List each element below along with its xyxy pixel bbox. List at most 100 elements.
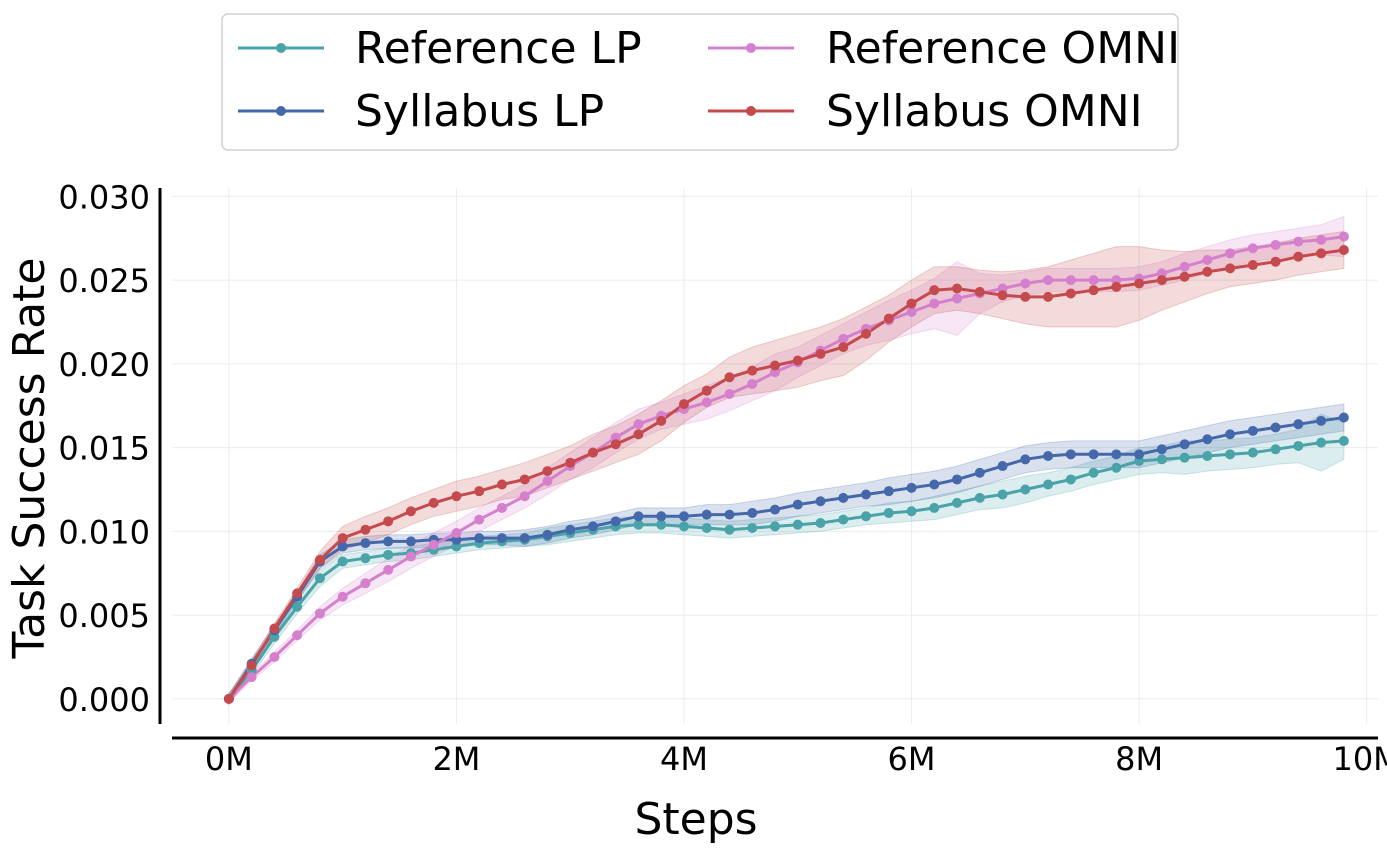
reference-lp-point <box>1293 440 1304 451</box>
syllabus-lp-point <box>519 533 530 544</box>
reference-lp-point <box>337 556 348 567</box>
syllabus-omni-point <box>633 429 644 440</box>
syllabus-lp-point <box>678 511 689 522</box>
reference-lp-point <box>292 601 303 612</box>
reference-lp-point <box>1202 451 1213 461</box>
syllabus-omni-point <box>1179 271 1190 282</box>
y-tick-label: 0.020 <box>58 346 150 384</box>
syllabus-omni-point <box>223 693 234 704</box>
reference-lp-point <box>1088 467 1099 478</box>
syllabus-lp-point <box>610 516 621 527</box>
syllabus-omni-point <box>815 348 826 359</box>
syllabus-omni-point <box>701 385 712 396</box>
y-tick-labels: 0.000 0.005 0.010 0.015 0.020 0.025 0.030 <box>58 178 150 719</box>
y-tick-label: 0.005 <box>58 597 150 635</box>
syllabus-lp-point <box>1156 444 1167 455</box>
syllabus-lp-point <box>383 536 394 547</box>
legend-label-syllabus-lp: Syllabus LP <box>355 86 604 137</box>
x-tick-label: 2M <box>432 740 480 778</box>
syllabus-lp-point <box>1247 425 1258 436</box>
reference-omni-point <box>952 293 963 304</box>
syllabus-omni-point <box>952 283 963 294</box>
syllabus-lp-point <box>747 507 758 518</box>
syllabus-omni-band <box>228 230 1345 706</box>
syllabus-omni-point <box>1202 266 1213 277</box>
syllabus-lp-point <box>633 511 644 522</box>
reference-omni-point <box>337 591 348 602</box>
syllabus-lp-point <box>1134 449 1145 460</box>
reference-omni-point <box>1088 275 1099 286</box>
syllabus-omni-point <box>542 466 553 477</box>
reference-lp-point <box>1179 452 1190 463</box>
reference-omni-point <box>405 551 416 562</box>
syllabus-lp-point <box>1111 449 1122 460</box>
syllabus-omni-point <box>861 328 872 339</box>
syllabus-lp-point <box>360 538 371 549</box>
reference-lp-point <box>1065 474 1076 485</box>
reference-lp-point <box>701 523 712 534</box>
syllabus-omni-point <box>292 588 303 599</box>
syllabus-omni-point <box>1088 285 1099 296</box>
y-tick-label: 0.010 <box>58 513 150 551</box>
syllabus-omni-line <box>227 248 1345 700</box>
reference-lp-point <box>314 573 325 584</box>
reference-lp-point <box>906 506 917 517</box>
syllabus-omni-point <box>747 365 758 376</box>
syllabus-lp-point <box>838 492 849 503</box>
legend-marker-reference-lp <box>276 43 286 53</box>
syllabus-lp-point <box>474 533 485 544</box>
syllabus-lp-point <box>724 509 735 520</box>
syllabus-omni-point <box>337 533 348 544</box>
y-axis-title: Task Success Rate <box>4 258 55 660</box>
legend-label-reference-lp: Reference LP <box>355 23 642 74</box>
syllabus-omni-point <box>360 524 371 535</box>
syllabus-lp-point <box>997 461 1008 472</box>
y-tick-label: 0.030 <box>58 178 150 216</box>
syllabus-lp-point <box>1225 429 1236 440</box>
reference-omni-point <box>1020 278 1031 289</box>
reference-lp-point <box>792 519 803 530</box>
syllabus-omni-point <box>770 360 780 371</box>
x-tick-labels: 0M 2M 4M 6M 8M 10M <box>205 740 1387 778</box>
syllabus-lp-point <box>974 467 985 478</box>
reference-lp-point <box>838 514 849 525</box>
syllabus-omni-point <box>1156 275 1167 286</box>
syllabus-lp-point <box>496 533 507 544</box>
reference-lp-point <box>747 523 758 534</box>
reference-lp-point <box>770 521 780 532</box>
reference-omni-point <box>292 630 303 641</box>
syllabus-omni-point <box>246 660 257 671</box>
series-points <box>223 231 1349 704</box>
reference-omni-point <box>269 652 280 662</box>
syllabus-lp-point <box>1316 415 1327 426</box>
syllabus-omni-point <box>610 439 621 450</box>
syllabus-omni-point <box>314 554 325 565</box>
legend-label-reference-omni: Reference OMNI <box>826 23 1180 74</box>
syllabus-omni-point <box>269 623 280 634</box>
x-tick-label: 10M <box>1332 740 1387 778</box>
reference-lp-point <box>360 553 371 564</box>
reference-omni-point <box>633 419 644 430</box>
syllabus-lp-point <box>929 479 940 490</box>
reference-lp-point <box>1043 479 1054 490</box>
syllabus-omni-point <box>792 355 803 366</box>
x-tick-label: 0M <box>205 740 253 778</box>
reference-omni-point <box>906 306 917 317</box>
reference-lp-point <box>1247 447 1258 458</box>
x-axis-title: Steps <box>634 794 757 845</box>
reference-omni-point <box>1293 236 1304 247</box>
reference-omni-point <box>1043 275 1054 286</box>
reference-lp-point <box>974 492 985 503</box>
syllabus-lp-point <box>952 474 963 485</box>
syllabus-omni-point <box>678 399 689 410</box>
reference-omni-point <box>724 389 735 400</box>
syllabus-omni-point <box>428 497 439 508</box>
reference-omni-point <box>314 608 325 619</box>
reference-lp-point <box>656 519 667 530</box>
syllabus-lp-point <box>1179 439 1190 450</box>
reference-lp-point <box>815 518 826 528</box>
syllabus-lp-point <box>1065 449 1076 460</box>
reference-omni-point <box>1202 255 1213 266</box>
syllabus-lp-point <box>656 511 667 522</box>
